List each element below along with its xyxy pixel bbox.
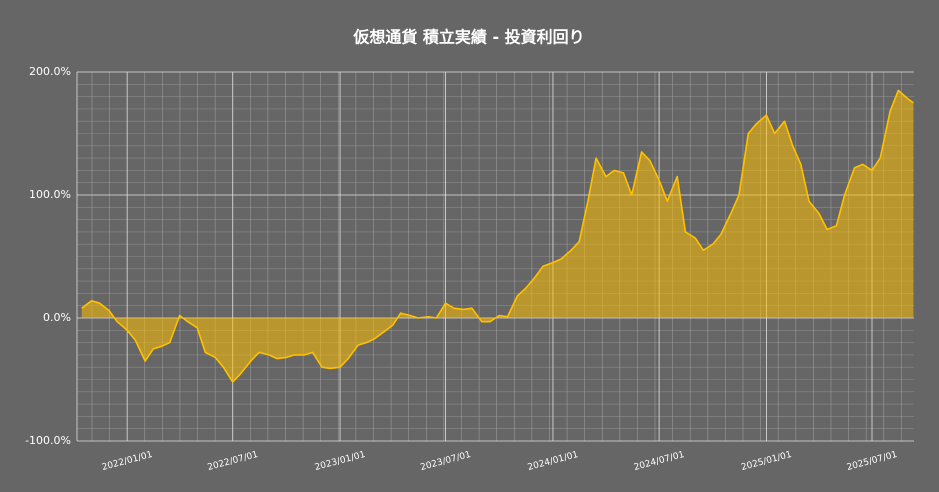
y-tick-label: 100.0% [29,188,71,201]
line [81,89,914,383]
y-tick-label: 200.0% [29,65,71,78]
area-fill [81,90,914,383]
y-tick-label: 0.0% [43,311,71,324]
y-tick-label: -100.0% [25,434,71,447]
chart-title: 仮想通貨 積立実績 - 投資利回り [352,28,584,47]
